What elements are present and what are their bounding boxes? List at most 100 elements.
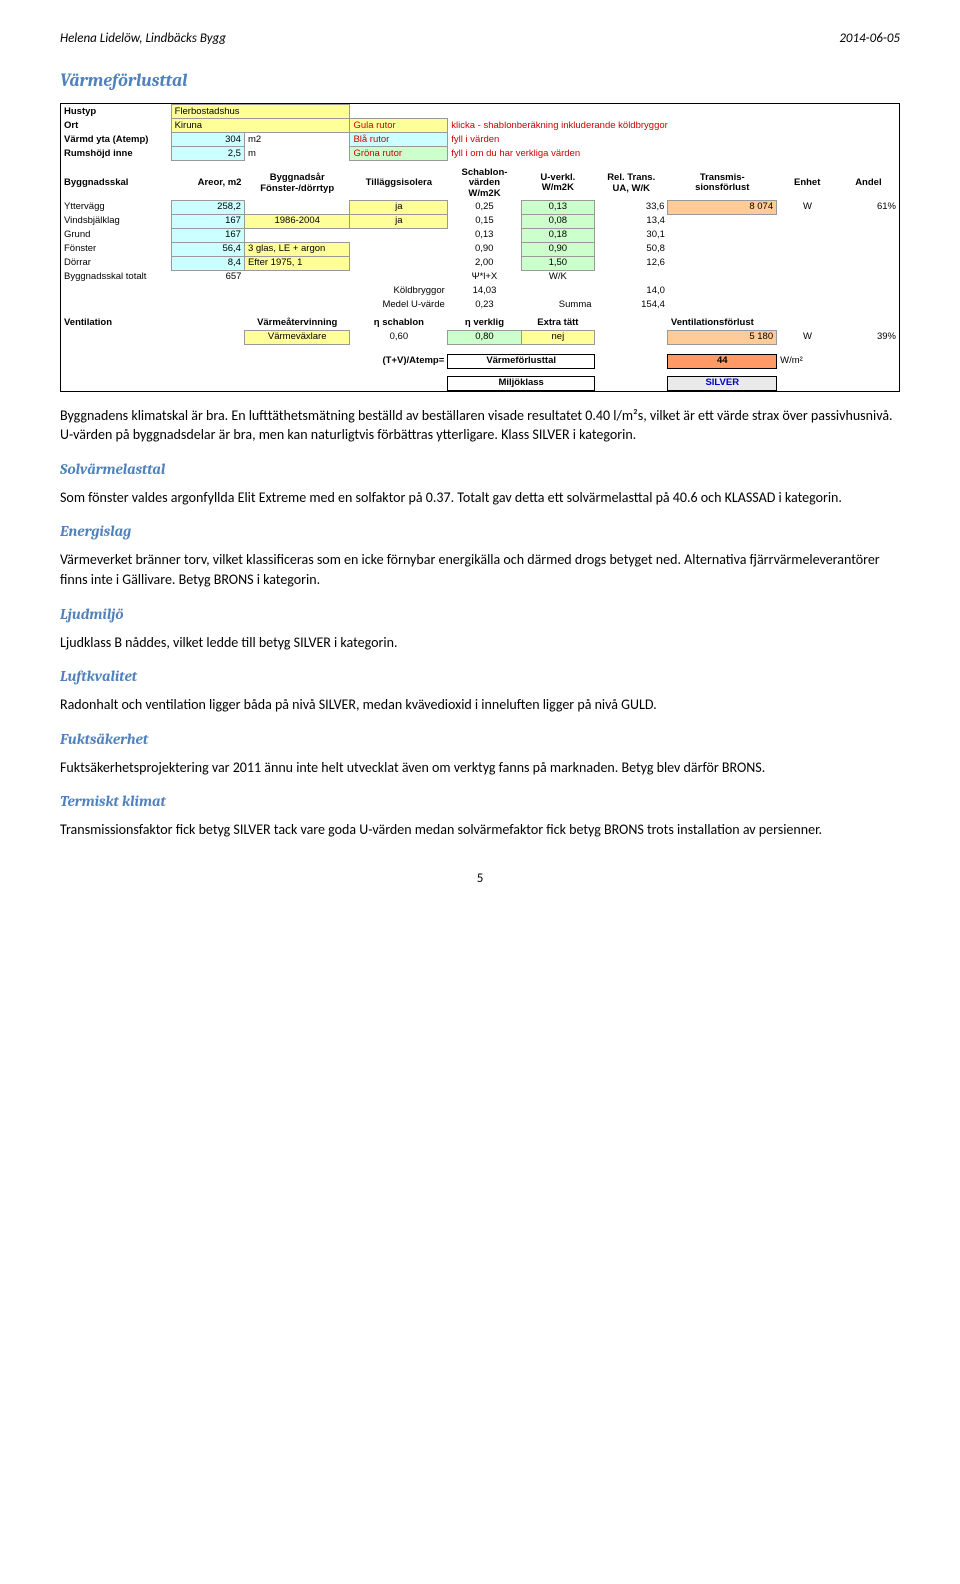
row-yttervagg: Yttervägg 258,2 ja 0,25 0,13 33,6 8 074 … bbox=[61, 200, 899, 214]
para-p3: Värmeverket bränner torv, vilket klassif… bbox=[60, 550, 900, 589]
cell-uverk: W/K bbox=[521, 270, 594, 284]
cell-area[interactable]: 258,2 bbox=[171, 200, 244, 214]
row-miljoklass: Miljöklass SILVER bbox=[61, 376, 899, 390]
row-koldbryggor: Köldbryggor 14,03 14,0 bbox=[61, 284, 899, 298]
hdr-tillagg: Tilläggsisolera bbox=[350, 167, 448, 200]
cell-name: Dörrar bbox=[61, 256, 171, 270]
unit-rumshojd: m bbox=[244, 147, 349, 161]
hdr-reltrans: Rel. Trans. UA, W/K bbox=[595, 167, 668, 200]
cell-schab: Ψ*l+X bbox=[448, 270, 521, 284]
cell-uverk[interactable]: 0,18 bbox=[521, 228, 594, 242]
cell-name: Vindsbjälklag bbox=[61, 214, 171, 228]
lbl-miljo: Miljöklass bbox=[448, 376, 595, 390]
legend-gula-lbl: Gula rutor bbox=[350, 119, 448, 133]
hdr-transmis: Transmis- sionsförlust bbox=[668, 167, 777, 200]
hdr-nver: η verklig bbox=[448, 316, 521, 330]
hdr-tatt: Extra tätt bbox=[521, 316, 594, 330]
legend-grona-txt: fyll i om du har verkliga värden bbox=[448, 147, 899, 161]
row-totalt: Byggnadsskal totalt 657 Ψ*l+X W/K bbox=[61, 270, 899, 284]
cell-kb1: 14,03 bbox=[448, 284, 521, 298]
legend-gula-txt: klicka - shablonberäkning inkluderande k… bbox=[448, 119, 899, 133]
cell-uverk[interactable]: 0,08 bbox=[521, 214, 594, 228]
cell-ua: 33,6 bbox=[595, 200, 668, 214]
cell-byggar[interactable]: Efter 1975, 1 bbox=[244, 256, 349, 270]
cell-ua: 30,1 bbox=[595, 228, 668, 242]
val-vft: 44 bbox=[668, 354, 777, 368]
hdr-vf: Ventilationsförlust bbox=[668, 316, 777, 330]
cell-kb3: 14,0 bbox=[595, 284, 668, 298]
unit-vft: W/m² bbox=[777, 354, 838, 368]
cell-uverk[interactable]: 0,13 bbox=[521, 200, 594, 214]
row-vft: (T+V)/Atemp= Värmeförlusttal 44 W/m² bbox=[61, 354, 899, 368]
hdr-areor: Areor, m2 bbox=[171, 167, 244, 200]
page-number: 5 bbox=[60, 870, 900, 888]
cell-area: 657 bbox=[171, 270, 244, 284]
heading-solvarmelasttal: Solvärmelasttal bbox=[60, 459, 900, 480]
row-ventilation-hdr: Ventilation Värmeåtervinning η schablon … bbox=[61, 316, 899, 330]
row-ventilation: Värmeväxlare 0,60 0,80 nej 5 180 W 39% bbox=[61, 330, 899, 344]
page-header: Helena Lidelöw, Lindbäcks Bygg 2014-06-0… bbox=[60, 30, 900, 48]
cell-tillagg[interactable]: ja bbox=[350, 200, 448, 214]
row-grund: Grund 167 0,13 0,18 30,1 bbox=[61, 228, 899, 242]
cell-area[interactable]: 167 bbox=[171, 228, 244, 242]
para-p6: Fuktsäkerhetsprojektering var 2011 ännu … bbox=[60, 758, 900, 778]
cell-byggar[interactable]: 1986-2004 bbox=[244, 214, 349, 228]
val-hustyp[interactable]: Flerbostadshus bbox=[171, 105, 350, 119]
row-vindsbjalklag: Vindsbjälklag 167 1986-2004 ja 0,15 0,08… bbox=[61, 214, 899, 228]
val-varmdyta[interactable]: 304 bbox=[171, 133, 244, 147]
para-p7: Transmissionsfaktor fick betyg SILVER ta… bbox=[60, 820, 900, 840]
hdr-byggnadsar: Byggnadsår Fönster-/dörrtyp bbox=[244, 167, 349, 200]
header-left: Helena Lidelöw, Lindbäcks Bygg bbox=[60, 30, 226, 48]
val-vax[interactable]: Värmeväxlare bbox=[244, 330, 349, 344]
cell-tillagg[interactable]: ja bbox=[350, 214, 448, 228]
cell-schab: 0,90 bbox=[448, 242, 521, 256]
cell-andel: 61% bbox=[838, 200, 899, 214]
cell-enh: W bbox=[777, 200, 838, 214]
cell-byggar[interactable]: 3 glas, LE + argon bbox=[244, 242, 349, 256]
para-p2: Som fönster valdes argonfyllda Elit Extr… bbox=[60, 488, 900, 508]
row-medelu: Medel U-värde 0,23 Summa 154,4 bbox=[61, 298, 899, 312]
txt-vft: Värmeförlusttal bbox=[448, 354, 595, 368]
para-p4: Ljudklass B nåddes, vilket ledde till be… bbox=[60, 633, 900, 653]
cell-uverk[interactable]: 1,50 bbox=[521, 256, 594, 270]
lbl-summa: Summa bbox=[521, 298, 594, 312]
lbl-vent: Ventilation bbox=[61, 316, 171, 330]
cell-uverk[interactable]: 0,90 bbox=[521, 242, 594, 256]
lbl-hustyp: Hustyp bbox=[61, 105, 171, 119]
val-rumshojd[interactable]: 2,5 bbox=[171, 147, 244, 161]
spreadsheet: Hustyp Flerbostadshus Ort Kiruna Gula ru… bbox=[60, 103, 900, 391]
cell-nej[interactable]: nej bbox=[521, 330, 594, 344]
cell-ua: 13,4 bbox=[595, 214, 668, 228]
unit-varmdyta: m2 bbox=[244, 133, 349, 147]
cell-area[interactable]: 167 bbox=[171, 214, 244, 228]
cell-venh: W bbox=[777, 330, 838, 344]
lbl-koldbryggor: Köldbryggor bbox=[350, 284, 448, 298]
lbl-ort: Ort bbox=[61, 119, 171, 133]
lbl-varmdyta: Värmd yta (Atemp) bbox=[61, 133, 171, 147]
cell-schab: 2,00 bbox=[448, 256, 521, 270]
header-right: 2014-06-05 bbox=[839, 30, 900, 48]
cell-area[interactable]: 56,4 bbox=[171, 242, 244, 256]
cell-area[interactable]: 8,4 bbox=[171, 256, 244, 270]
legend-grona-lbl: Gröna rutor bbox=[350, 147, 448, 161]
cell-v2[interactable]: 0,80 bbox=[448, 330, 521, 344]
lbl-medelu: Medel U-värde bbox=[350, 298, 448, 312]
heading-ljudmiljo: Ljudmiljö bbox=[60, 604, 900, 625]
heading-energislag: Energislag bbox=[60, 521, 900, 542]
cell-mu3: 154,4 bbox=[595, 298, 668, 312]
cell-v1: 0,60 bbox=[350, 330, 448, 344]
row-dorrar: Dörrar 8,4 Efter 1975, 1 2,00 1,50 12,6 bbox=[61, 256, 899, 270]
row-fonster: Fönster 56,4 3 glas, LE + argon 0,90 0,9… bbox=[61, 242, 899, 256]
heading-termisktklimat: Termiskt klimat bbox=[60, 791, 900, 812]
val-miljo: SILVER bbox=[668, 376, 777, 390]
cell-schab: 0,25 bbox=[448, 200, 521, 214]
para-p5: Radonhalt och ventilation ligger båda på… bbox=[60, 695, 900, 715]
heading-luftkvalitet: Luftkvalitet bbox=[60, 666, 900, 687]
cell-name: Fönster bbox=[61, 242, 171, 256]
cell-trans: 8 074 bbox=[668, 200, 777, 214]
hdr-schablon: Schablon- värden W/m2K bbox=[448, 167, 521, 200]
heading-fuktsakerhet: Fuktsäkerhet bbox=[60, 729, 900, 750]
val-ort[interactable]: Kiruna bbox=[171, 119, 350, 133]
heading-varmeforlusttal: Värmeförlusttal bbox=[60, 68, 900, 93]
lbl-rumshojd: Rumshöjd inne bbox=[61, 147, 171, 161]
